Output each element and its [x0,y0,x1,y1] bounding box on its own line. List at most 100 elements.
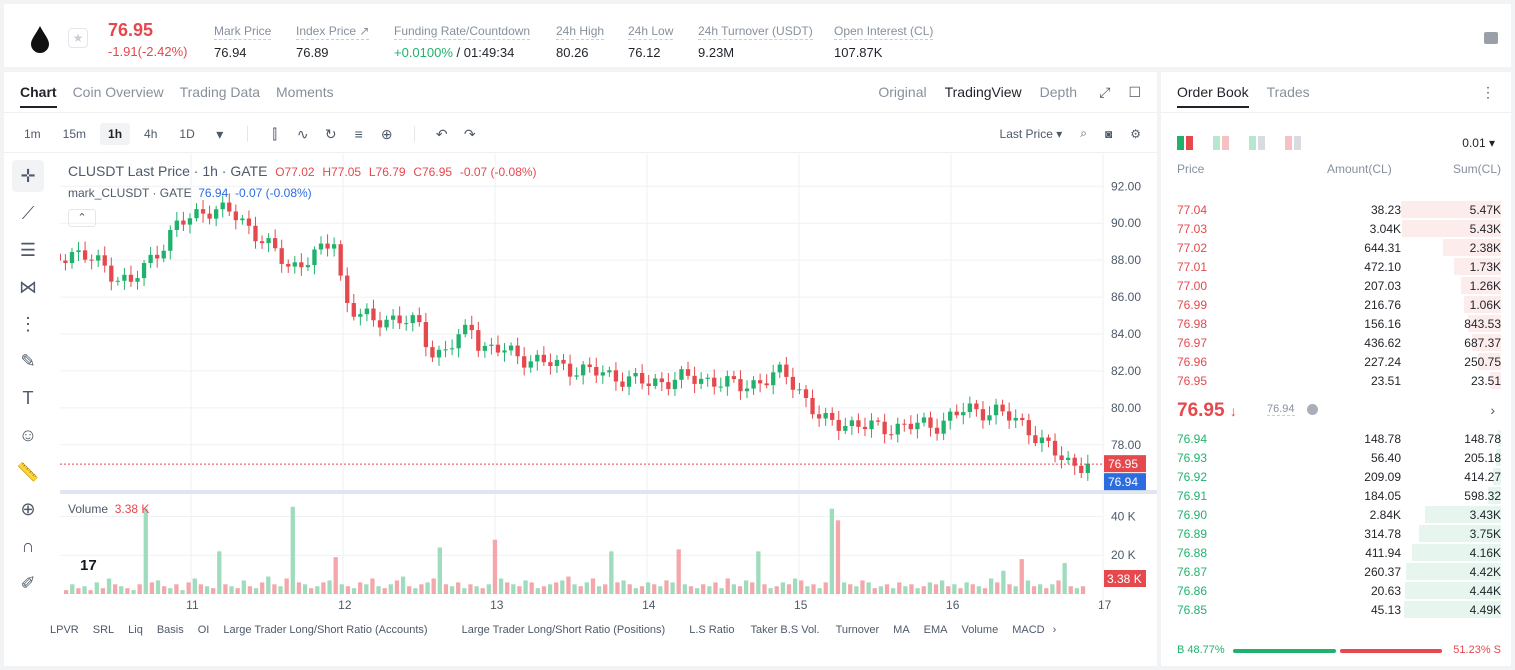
tab-moments[interactable]: Moments [276,84,334,100]
brush-icon[interactable]: ✎ [20,351,36,371]
indicator-volume[interactable]: Volume [961,624,999,636]
mode-bids-icon[interactable] [1213,136,1229,150]
volume-bar [1019,559,1024,594]
ask-row[interactable]: 76.96 227.24 250.75 [1161,352,1511,371]
bid-row[interactable]: 76.85 45.13 4.49K [1161,600,1511,619]
bid-row[interactable]: 76.94 148.78 148.78 [1161,429,1511,448]
indicator-ema[interactable]: EMA [923,624,948,636]
tab-trades[interactable]: Trades [1266,84,1310,100]
interval-4h[interactable]: 4h [144,127,158,141]
undo-icon[interactable]: ↶ [435,125,448,142]
indicator-liq[interactable]: Liq [128,624,143,636]
candle-type-icon[interactable]: ⫿ [272,125,277,142]
bid-row[interactable]: 76.92 209.09 414.27 [1161,467,1511,486]
favorite-star-icon[interactable]: ★ [68,28,88,48]
crosshair-icon[interactable]: ✛ [12,160,44,192]
ask-row[interactable]: 76.95 23.51 23.51 [1161,371,1511,390]
price-type-select[interactable]: Last Price ▾ [999,126,1063,141]
settings-gear-icon[interactable]: ⚙ [1130,126,1141,141]
interval-15m[interactable]: 15m [62,127,87,141]
order-amount: 216.76 [1364,298,1401,312]
bid-row[interactable]: 76.90 2.84K 3.43K [1161,505,1511,524]
volume-bar [345,586,351,594]
stat-mark-price[interactable]: Mark Price 76.94 [214,24,272,60]
interval-1m[interactable]: 1m [24,127,41,141]
fib-icon[interactable]: ⋮ [19,314,37,334]
mode-asks-icon[interactable] [1249,136,1265,150]
volume-bar [137,584,142,594]
volume-bar [970,584,975,594]
camera-icon[interactable]: ◙ [1104,126,1113,141]
ask-row[interactable]: 76.98 156.16 843.53 [1161,314,1511,333]
tab-coin-overview[interactable]: Coin Overview [72,84,164,100]
view-original[interactable]: Original [878,84,927,100]
ask-row[interactable]: 76.97 436.62 687.37 [1161,333,1511,352]
tab-trading-data[interactable]: Trading Data [179,84,261,100]
indicator-oi[interactable]: OI [197,624,210,636]
ask-row[interactable]: 77.04 38.23 5.47K [1161,200,1511,219]
trend-line-icon[interactable]: ⟋ [21,203,35,223]
ask-row[interactable]: 77.03 3.04K 5.43K [1161,219,1511,238]
template-icon[interactable]: ≡ [354,126,363,142]
view-depth[interactable]: Depth [1039,84,1077,100]
lock-icon[interactable]: ✐ [20,573,36,593]
stat-open-interest[interactable]: Open Interest (CL) 107.87K [834,24,934,60]
more-options-icon[interactable]: ⋮ [1481,84,1495,100]
search-icon[interactable]: ⌕ [1080,126,1087,140]
interval-1d[interactable]: 1D [179,127,195,141]
emoji-icon[interactable]: ☺ [18,425,38,445]
price-tick-label: 92.00 [1111,179,1141,193]
refresh-icon[interactable]: ↻ [324,125,337,142]
ask-row[interactable]: 77.02 644.31 2.38K [1161,238,1511,257]
indicator-lpvr[interactable]: LPVR [50,624,79,636]
horizontal-lines-icon[interactable]: ☰ [19,240,37,260]
bid-row[interactable]: 76.91 184.05 598.32 [1161,486,1511,505]
info-icon[interactable] [1307,404,1318,415]
stat-index-price[interactable]: Index Price ↗ 76.89 [296,24,370,60]
mode-asks-only-icon[interactable] [1285,136,1301,150]
bid-row[interactable]: 76.88 411.94 4.16K [1161,543,1511,562]
indicator-macd[interactable]: MACD [1012,624,1045,636]
indicator-large-trader-positions[interactable]: Large Trader Long/Short Ratio (Positions… [461,624,666,636]
ask-row[interactable]: 76.99 216.76 1.06K [1161,295,1511,314]
precision-select[interactable]: 0.01 ▾ [1462,136,1495,150]
ruler-icon[interactable]: 📏 [16,462,40,482]
indicator-ma[interactable]: MA [893,624,910,636]
ask-row[interactable]: 77.01 472.10 1.73K [1161,257,1511,276]
dropdown-caret-icon[interactable]: ▾ [216,125,224,142]
window-icon[interactable]: ☐ [1128,84,1141,100]
pattern-icon[interactable]: ⋈ [19,277,37,297]
collapse-legend-button[interactable]: ⌃ [68,209,96,227]
stat-funding-rate[interactable]: Funding Rate/Countdown +0.0100% / 01:49:… [394,24,531,60]
add-alert-icon[interactable]: ⊕ [380,125,393,142]
bid-row[interactable]: 76.93 56.40 205.18 [1161,448,1511,467]
view-tradingview[interactable]: TradingView [944,84,1022,100]
bid-row[interactable]: 76.87 260.37 4.42K [1161,562,1511,581]
bid-row[interactable]: 76.86 20.63 4.44K [1161,581,1511,600]
price-chart[interactable]: 92.00 90.00 88.00 86.00 84.00 82.00 80.00 78.00… [60,154,1157,664]
mode-both-icon[interactable] [1177,136,1193,150]
indicators-icon[interactable]: ∿ [296,125,309,142]
zoom-in-icon[interactable]: ⊕ [20,499,36,519]
indicator-basis[interactable]: Basis [156,624,184,636]
ask-row[interactable]: 77.00 207.03 1.26K [1161,276,1511,295]
text-tool-icon[interactable]: T [22,388,34,408]
fullscreen-icon[interactable]: ⤢ [1099,84,1111,100]
redo-icon[interactable]: ↷ [463,125,476,142]
volume-bar [860,580,865,594]
indicator-ls-ratio[interactable]: L.S Ratio [689,624,735,636]
scroll-right-icon[interactable]: › [1052,624,1057,636]
tab-chart[interactable]: Chart [20,84,57,108]
bid-row[interactable]: 76.89 314.78 3.75K [1161,524,1511,543]
volume-bar [982,588,988,594]
indicator-taker-bs-vol[interactable]: Taker B.S Vol. [750,624,820,636]
tab-order-book[interactable]: Order Book [1177,84,1249,108]
chevron-right-icon[interactable]: › [1490,402,1495,418]
book-icon[interactable] [1484,32,1498,44]
candle-body [725,376,730,387]
interval-1h[interactable]: 1h [100,123,131,145]
magnet-icon[interactable]: ∩ [21,536,35,556]
indicator-large-trader-accounts[interactable]: Large Trader Long/Short Ratio (Accounts) [223,624,428,636]
indicator-srl[interactable]: SRL [92,624,115,636]
indicator-turnover[interactable]: Turnover [835,624,880,636]
